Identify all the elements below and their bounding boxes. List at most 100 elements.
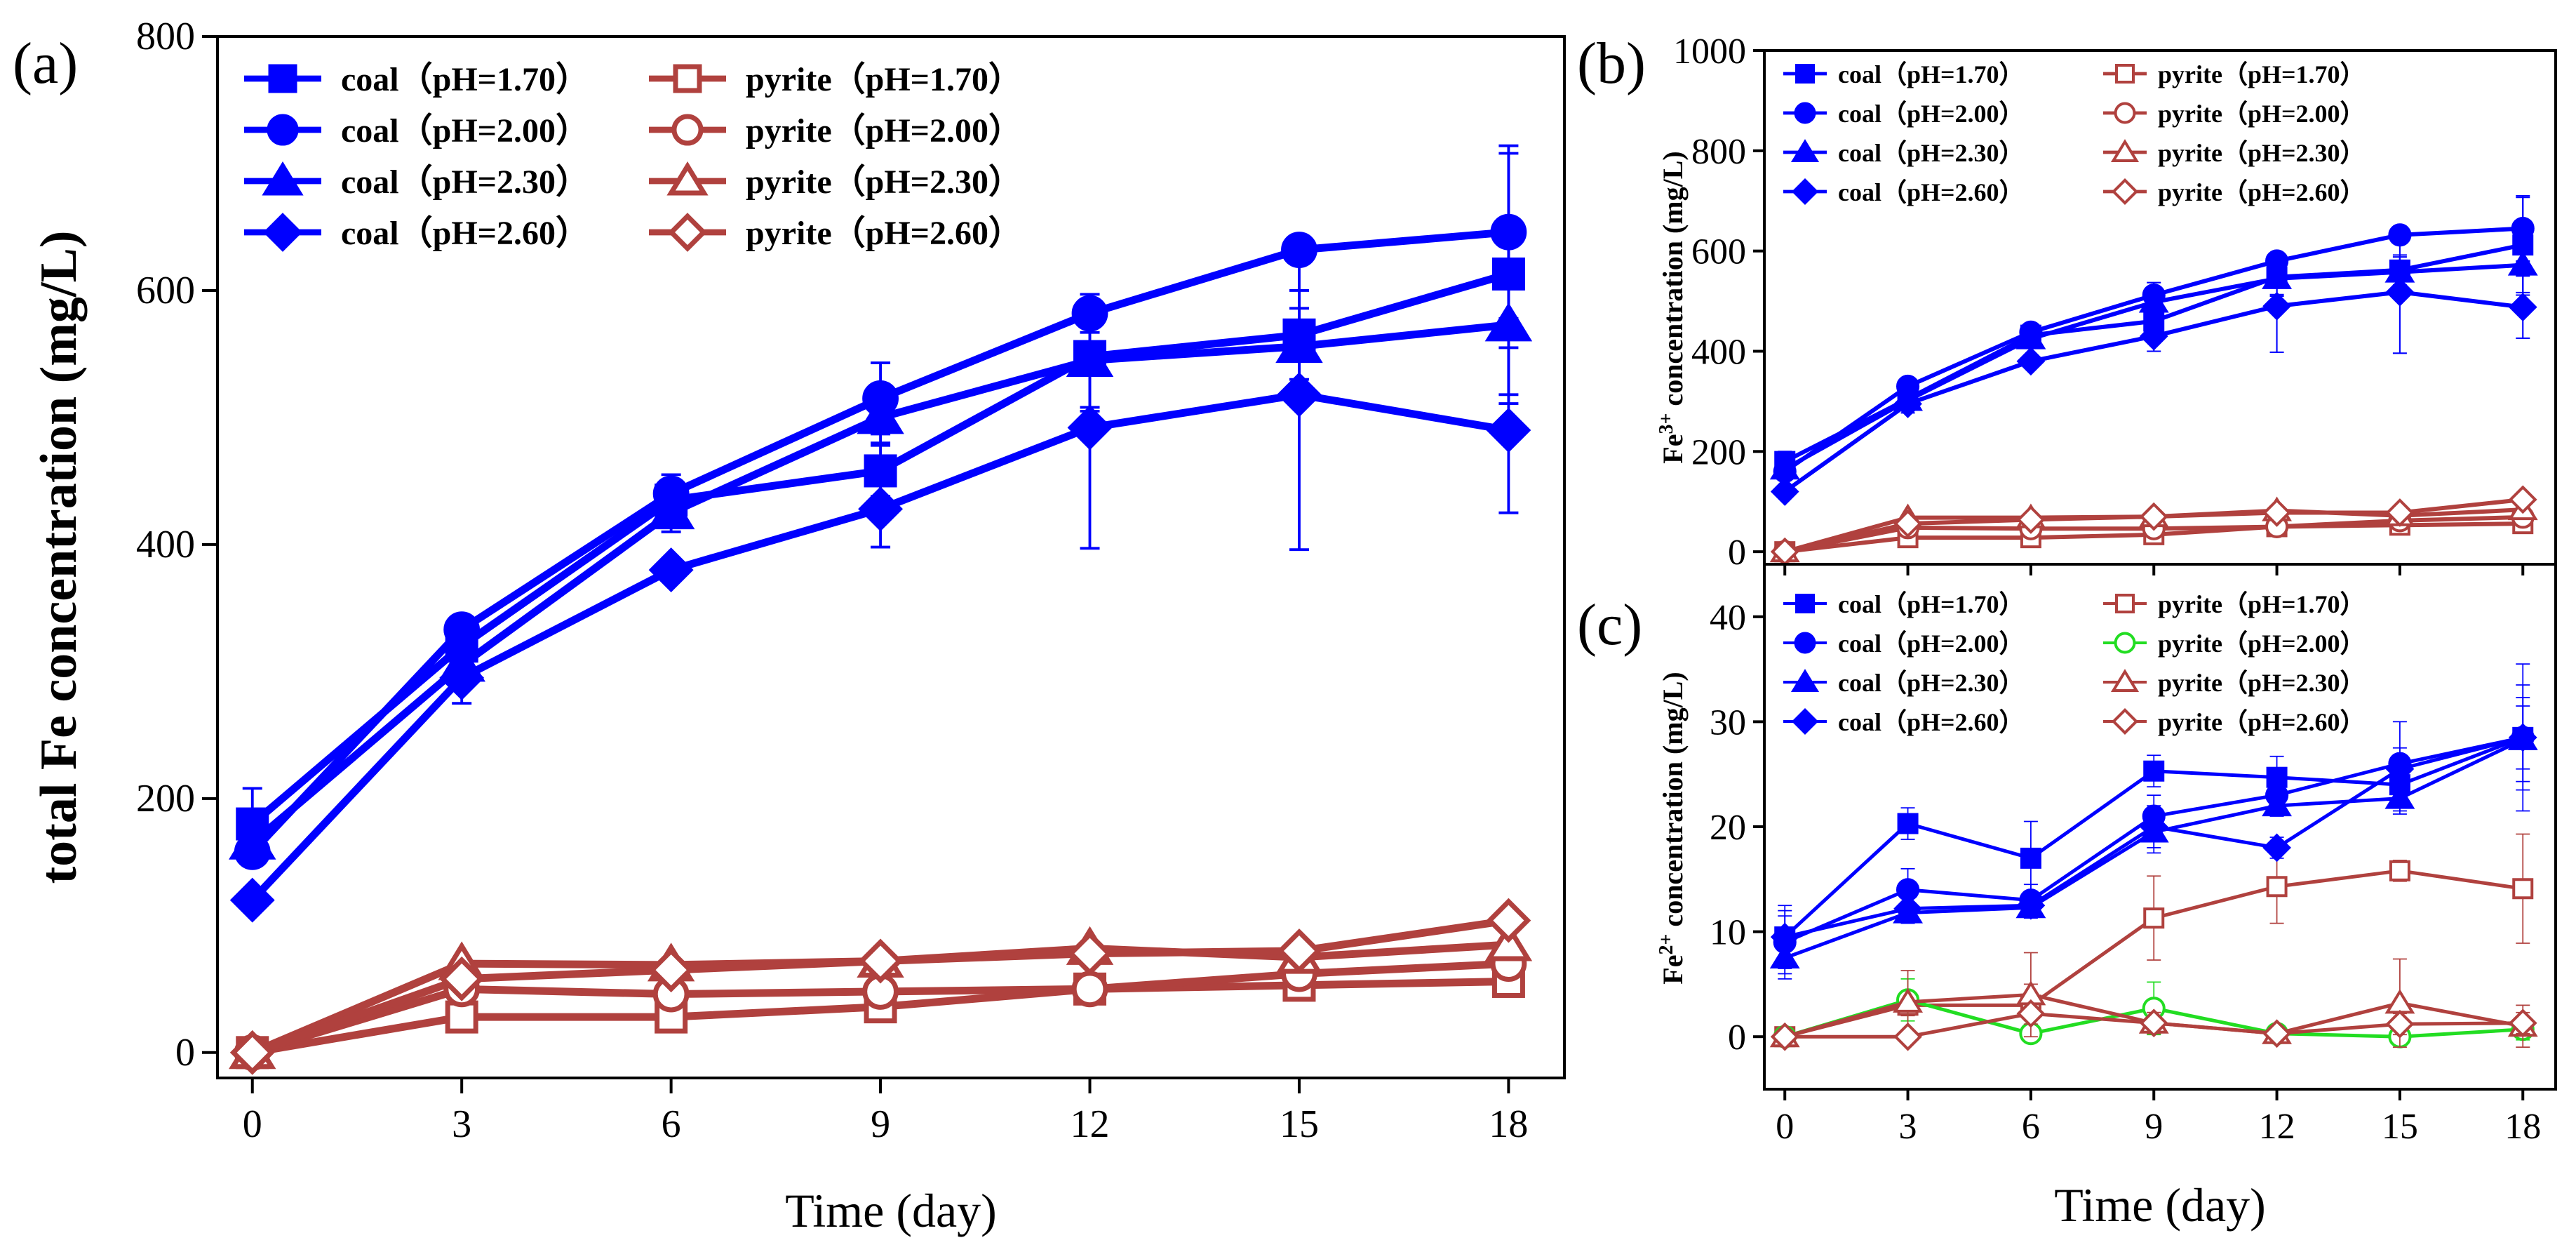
x-tick-label: 9 — [871, 1103, 890, 1146]
x-axis-label: Time (day) — [2054, 1178, 2266, 1232]
x-tick-label: 6 — [2022, 1107, 2040, 1147]
data-point — [229, 877, 275, 923]
data-point — [2512, 878, 2534, 900]
legend-label: pyrite（pH=2.30） — [2158, 139, 2366, 167]
data-point — [858, 486, 904, 532]
legend-marker — [2114, 632, 2136, 654]
series-diamond-pyrite — [1770, 485, 2537, 566]
legend-marker — [2110, 139, 2140, 162]
legend-label: coal（pH=2.60） — [341, 215, 589, 252]
legend-marker — [2111, 707, 2139, 735]
data-point — [2139, 502, 2168, 531]
legend-label: pyrite（pH=2.30） — [2158, 669, 2366, 697]
data-point — [229, 1030, 275, 1075]
data-point — [1893, 389, 1922, 418]
legend-item: pyrite（pH=2.30） — [2103, 139, 2366, 167]
data-point — [443, 611, 481, 648]
series-diamond-coal — [1770, 230, 2537, 506]
data-point — [229, 820, 276, 860]
data-point — [1893, 894, 1922, 924]
x-tick-label: 12 — [2259, 1107, 2295, 1147]
y-tick-label: 0 — [1728, 1018, 1746, 1058]
legend-marker — [263, 213, 302, 252]
legend-label: coal（pH=1.70） — [341, 61, 589, 98]
data-point — [2508, 293, 2537, 322]
data-point — [2385, 754, 2415, 784]
legend-marker — [262, 161, 304, 196]
data-point — [2508, 485, 2537, 514]
data-point — [2384, 989, 2415, 1014]
data-point — [2016, 999, 2046, 1028]
x-tick-label: 0 — [1776, 1107, 1794, 1147]
y-tick-label: 600 — [136, 269, 195, 312]
data-point — [1893, 509, 1922, 538]
legend-marker — [1791, 178, 1819, 206]
data-point — [2507, 251, 2538, 276]
legend-label: coal（pH=2.30） — [1838, 669, 2025, 697]
legend-label: pyrite（pH=2.60） — [2158, 708, 2366, 736]
data-point — [1067, 931, 1113, 976]
y-axis-label: total Fe concentration (mg/L) — [30, 231, 88, 884]
y-label-prefix: Fe — [1657, 434, 1689, 464]
y-tick-label: 200 — [136, 777, 195, 820]
data-point — [1486, 898, 1531, 943]
x-axis-label: Time (day) — [785, 1184, 997, 1237]
legend-label: coal（pH=2.00） — [1838, 100, 2025, 128]
legend-item: coal（pH=2.00） — [244, 112, 589, 149]
legend-label: pyrite（pH=1.70） — [2158, 590, 2366, 618]
y-label-prefix: Fe — [1657, 955, 1689, 985]
legend-marker — [2111, 178, 2139, 206]
legend-item: coal（pH=2.30） — [244, 161, 589, 201]
x-tick-label: 3 — [1899, 1107, 1917, 1147]
y-tick-label: 20 — [1710, 808, 1746, 848]
data-point — [1277, 372, 1322, 418]
data-point — [1486, 408, 1531, 453]
data-point — [2389, 860, 2410, 881]
data-point — [2020, 847, 2041, 869]
x-tick-label: 6 — [662, 1103, 681, 1146]
data-point — [2016, 505, 2046, 534]
data-point — [2262, 291, 2291, 321]
legend-marker — [671, 114, 704, 146]
legend: coal（pH=1.70） coal（pH=2.00） coal（pH=2.30） c… — [244, 61, 1022, 252]
legend-item: pyrite（pH=2.60） — [2103, 707, 2366, 736]
data-point — [2016, 347, 2046, 376]
data-point — [1277, 928, 1322, 973]
y-tick-label: 0 — [175, 1031, 195, 1074]
legend-label: pyrite（pH=1.70） — [2158, 60, 2366, 88]
legend-marker — [2115, 64, 2135, 84]
legend-marker — [1790, 669, 1820, 692]
legend-item: pyrite（pH=2.60） — [2103, 178, 2366, 206]
legend-label: pyrite（pH=1.70） — [746, 61, 1022, 98]
legend-marker — [2114, 102, 2136, 124]
legend-item: pyrite（pH=2.00） — [649, 112, 1022, 149]
x-tick-label: 9 — [2145, 1107, 2163, 1147]
data-point — [2385, 498, 2415, 527]
series-diamond-coal — [229, 238, 1531, 923]
legend: coal（pH=1.70） coal（pH=2.00） coal（pH=2.30） c… — [1783, 60, 2366, 206]
y-tick-label: 400 — [1691, 332, 1746, 372]
panel-2: (c) 0 10 20 30 40 0 3 6 9 12 15 18 Time (day) Fe2+ con… — [1577, 563, 2557, 1232]
data-point — [439, 655, 485, 700]
legend-item: coal（pH=2.60） — [244, 213, 589, 252]
y-tick-label: 10 — [1710, 913, 1746, 953]
y-tick-label: 400 — [136, 523, 195, 566]
legend-item: coal（pH=1.70） — [1783, 60, 2025, 88]
legend-item: pyrite（pH=1.70） — [2103, 60, 2366, 88]
legend-marker — [673, 64, 702, 93]
legend-marker — [1791, 707, 1819, 735]
legend-marker — [267, 114, 299, 146]
y-tick-label: 800 — [136, 15, 195, 58]
y-label-text: concentration (mg/L) — [1657, 151, 1689, 413]
panel-label: (c) — [1577, 592, 1642, 658]
data-point — [2016, 891, 2046, 920]
legend-label: pyrite（pH=2.00） — [746, 112, 1022, 149]
legend-marker — [668, 213, 707, 252]
legend-label: pyrite（pH=2.00） — [2158, 630, 2366, 658]
legend-item: pyrite（pH=2.30） — [649, 161, 1022, 201]
legend-item: coal（pH=2.60） — [1783, 707, 2025, 736]
legend-marker — [1794, 102, 1816, 124]
legend-label: coal（pH=2.00） — [341, 112, 589, 149]
legend-label: coal（pH=1.70） — [1838, 590, 2025, 618]
